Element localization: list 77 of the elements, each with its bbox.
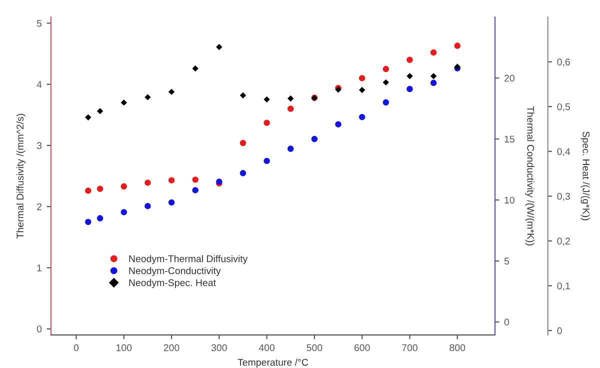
point — [288, 106, 294, 112]
x-tick-label: 500 — [306, 344, 322, 352]
y2-tick-label: 15 — [504, 136, 514, 143]
point — [96, 215, 104, 222]
point — [168, 88, 175, 95]
y2-axis-title: Thermal Conductivity /(W/(m*K)) — [525, 106, 534, 246]
point — [358, 86, 366, 94]
point — [454, 42, 460, 49]
y3-tick-label: 0,2 — [557, 238, 570, 246]
point — [382, 66, 390, 72]
y-tick-label: 3 — [36, 142, 42, 150]
x-axis-title: Temperature /°C — [238, 358, 308, 368]
y-tick-label: 0 — [36, 326, 42, 332]
point — [85, 188, 92, 194]
point — [406, 73, 413, 80]
point — [311, 136, 318, 142]
y2-tick-label: 0 — [504, 318, 510, 326]
x-tick-label: 300 — [211, 344, 227, 352]
y-tick-label: 2 — [37, 203, 42, 210]
point — [430, 73, 437, 80]
x-tick-label: 200 — [164, 344, 180, 352]
point — [382, 79, 390, 86]
point — [120, 209, 127, 216]
point — [96, 186, 104, 192]
x-tick-label: 100 — [116, 344, 132, 352]
point — [120, 99, 127, 106]
point — [288, 146, 294, 152]
legend-label: Neodym-Conductivity — [129, 267, 221, 276]
x-tick-label: 600 — [354, 344, 370, 352]
point — [335, 121, 342, 128]
point — [192, 187, 198, 194]
y3-tick-label: 0 — [557, 327, 562, 334]
point — [216, 44, 222, 50]
point — [144, 202, 151, 210]
point — [85, 218, 92, 226]
x-tick-label: 0 — [74, 344, 79, 352]
point — [264, 120, 270, 126]
point — [85, 114, 92, 120]
y-tick-label: 1 — [37, 264, 42, 272]
point — [240, 92, 246, 99]
point — [358, 75, 366, 82]
x-tick-label: 800 — [450, 344, 466, 352]
point — [144, 180, 151, 186]
point — [264, 158, 270, 164]
y3-tick-label: 0,3 — [557, 192, 570, 201]
point — [430, 80, 437, 86]
legend-label: Neodym-Thermal Diffusivity — [129, 255, 248, 264]
point — [264, 96, 270, 103]
y-tick-label: 4 — [36, 81, 42, 88]
point — [168, 199, 175, 206]
y3-axis-title: Spec. Heat /(J/(g*K)) — [580, 132, 590, 220]
y3-tick-label: 0,5 — [557, 103, 570, 112]
point — [96, 108, 104, 114]
point — [382, 99, 390, 106]
y3-tick-label: 0,4 — [557, 148, 570, 156]
y2-tick-label: 20 — [504, 74, 514, 82]
x-tick-label: 400 — [258, 344, 275, 352]
y-axis-title: Thermal Diffusivity /(mm^2/s) — [16, 114, 26, 238]
legend-label: Neodym-Spec. Heat — [129, 279, 216, 288]
point — [288, 95, 294, 102]
point — [430, 49, 437, 56]
y2-tick-label: 5 — [504, 258, 510, 265]
point — [192, 65, 198, 72]
point — [168, 177, 175, 184]
y3-tick-label: 0,1 — [557, 282, 570, 290]
point — [120, 183, 127, 190]
y2-tick-label: 10 — [504, 196, 514, 204]
point — [406, 86, 413, 92]
point — [144, 94, 151, 100]
point — [406, 56, 413, 63]
point — [240, 140, 246, 146]
point — [240, 170, 246, 176]
point — [358, 114, 366, 120]
x-tick-label: 700 — [402, 344, 418, 352]
y3-tick-label: 0,6 — [557, 58, 570, 67]
point — [192, 176, 198, 183]
y-tick-label: 5 — [36, 20, 42, 27]
